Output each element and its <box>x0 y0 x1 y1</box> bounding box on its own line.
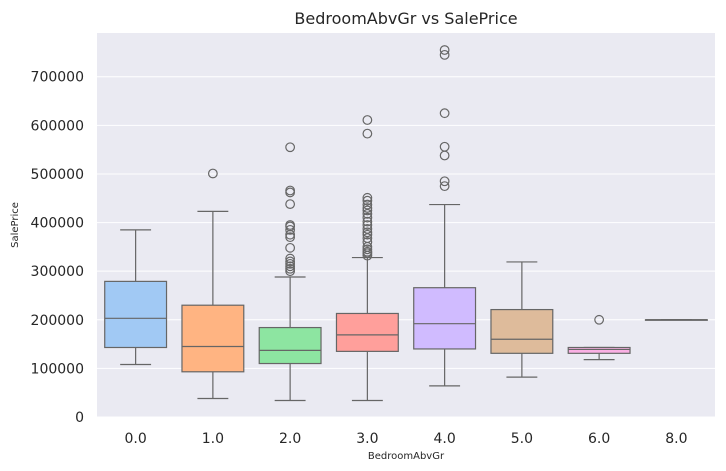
box <box>413 287 477 350</box>
outlier-point <box>439 181 450 192</box>
outlier-point <box>285 266 296 277</box>
box <box>567 346 631 354</box>
box <box>181 304 245 373</box>
outlier-point <box>362 227 373 238</box>
outlier-point <box>362 195 373 206</box>
x-tick-label: 8.0 <box>665 431 687 447</box>
outlier-point <box>285 232 296 243</box>
box <box>490 308 554 354</box>
x-tick-label: 3.0 <box>356 431 378 447</box>
outlier-point <box>207 168 218 179</box>
y-tick-label: 500000 <box>31 167 84 183</box>
outlier-point <box>362 216 373 227</box>
outlier-point <box>439 108 450 119</box>
outlier-point <box>285 220 296 230</box>
outlier-point <box>285 258 296 269</box>
outlier-point <box>439 176 450 187</box>
outlier-point <box>362 205 373 216</box>
box-group <box>181 168 245 400</box>
outlier-point <box>362 220 373 230</box>
outlier-point <box>439 141 450 152</box>
boxes <box>104 45 708 402</box>
x-tick-label: 5.0 <box>511 431 533 447</box>
outlier-point <box>362 229 373 240</box>
outlier-point <box>362 199 373 210</box>
box <box>104 280 168 349</box>
outlier-point <box>285 142 296 153</box>
chart-title: BedroomAbvGr vs SalePrice <box>294 9 517 28</box>
outlier-point <box>285 253 296 264</box>
box-group <box>490 261 554 378</box>
outlier-point <box>362 244 373 255</box>
box <box>335 312 399 352</box>
y-tick-labels: 0 100000 200000 300000 400000 500000 600000 700… <box>31 70 84 426</box>
y-tick-label: 400000 <box>31 216 84 232</box>
x-tick-label: 6.0 <box>588 431 610 447</box>
x-tick-label: 4.0 <box>433 431 455 447</box>
x-tick-label: 1.0 <box>202 431 224 447</box>
box-group <box>258 142 322 402</box>
y-tick-label: 700000 <box>31 70 84 86</box>
outlier-point <box>285 263 296 274</box>
outlier-point <box>362 192 373 203</box>
box <box>258 326 322 365</box>
x-axis-label: BedroomAbvGr <box>368 451 445 462</box>
outlier-point <box>285 261 296 272</box>
y-tick-label: 300000 <box>31 264 84 280</box>
outlier-point <box>362 237 373 247</box>
outlier-point <box>362 115 373 125</box>
y-tick-label: 200000 <box>31 313 84 329</box>
y-tick-label: 0 <box>75 410 84 426</box>
y-tick-label: 100000 <box>31 361 84 377</box>
outlier-point <box>285 242 296 253</box>
outlier-point <box>594 314 605 325</box>
x-tick-label: 0.0 <box>124 431 146 447</box>
box-group <box>413 45 477 387</box>
box-group <box>104 229 168 366</box>
outlier-point <box>362 223 373 234</box>
y-axis-label: SalePrice <box>10 202 21 248</box>
box-group <box>644 319 708 321</box>
outlier-point <box>285 199 296 209</box>
box-group <box>335 115 399 402</box>
outlier-point <box>439 49 450 60</box>
box-group <box>567 314 631 361</box>
x-tick-labels: 0.0 1.0 2.0 3.0 4.0 5.0 6.0 8.0 <box>124 431 687 447</box>
x-tick-label: 2.0 <box>279 431 301 447</box>
outlier-point <box>285 224 296 235</box>
outlier-point <box>362 233 373 244</box>
outlier-point <box>362 246 373 257</box>
y-tick-label: 600000 <box>31 118 84 134</box>
outlier-point <box>285 256 296 267</box>
outlier-point <box>362 128 373 139</box>
outlier-point <box>362 212 373 223</box>
outlier-point <box>285 185 296 196</box>
outlier-point <box>362 208 373 219</box>
outlier-point <box>362 203 373 213</box>
outlier-point <box>439 45 450 55</box>
